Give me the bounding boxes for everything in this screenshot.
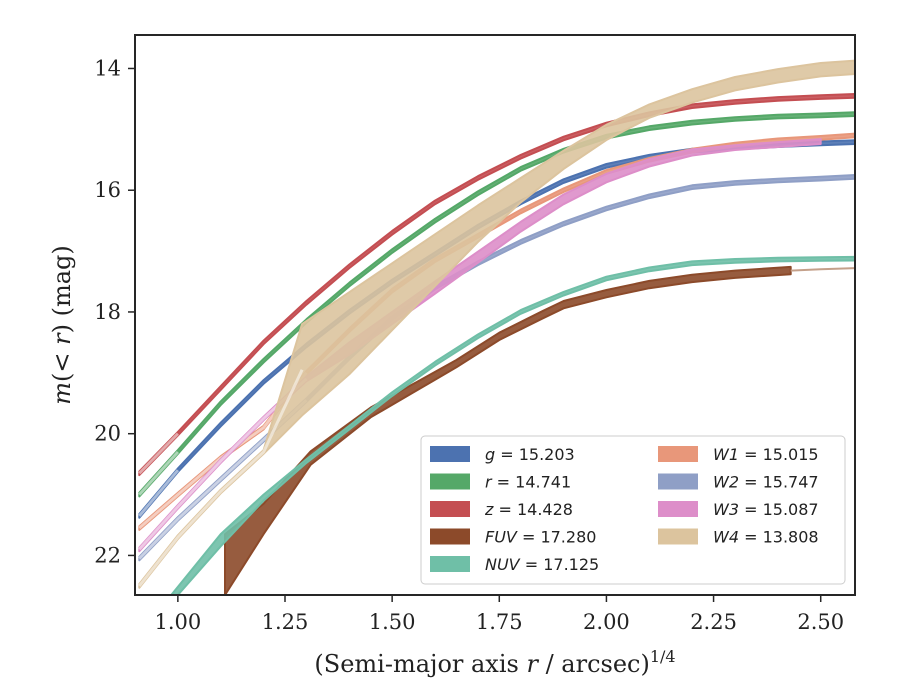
series-layer	[138, 59, 855, 595]
y-tick-label: 20	[94, 422, 121, 446]
legend-item-w1: W1 = 15.015	[658, 445, 819, 464]
legend: g = 15.203 r = 14.741 z = 14.428 FUV = 17.2…	[420, 435, 846, 585]
plot-frame	[134, 34, 856, 596]
legend-item-nuv: NUV = 17.125	[430, 555, 599, 574]
legend-item-w2: W2 = 15.747	[658, 473, 819, 492]
x-tick-label: 2.25	[690, 610, 737, 634]
legend-label: g = 15.203	[485, 445, 575, 464]
series-band-w4	[138, 59, 855, 589]
x-tick-label: 1.25	[262, 610, 309, 634]
y-tick-label: 22	[94, 543, 121, 567]
series-faint-r	[138, 450, 180, 496]
series-faint-g	[138, 469, 180, 517]
legend-swatch	[430, 556, 470, 572]
legend-swatch	[430, 528, 470, 545]
legend-label: z = 14.428	[484, 500, 573, 519]
legend-swatch	[658, 501, 698, 517]
legend-swatch	[430, 446, 470, 462]
series-fuv	[224, 265, 855, 595]
series-faint-z	[138, 432, 179, 475]
x-tick-label: 1.00	[154, 610, 201, 634]
series-nuv	[169, 255, 855, 595]
series-tail-fuv	[790, 267, 855, 272]
x-axis: 1.00 1.25 1.50 1.75 2.00 2.25 2.50	[154, 595, 844, 634]
legend-label: W2 = 15.747	[713, 473, 819, 492]
series-w4	[138, 59, 855, 589]
x-tick-label: 1.75	[476, 610, 523, 634]
legend-box	[420, 435, 846, 585]
y-tick-label: 18	[94, 300, 121, 324]
series-faint-w4	[138, 369, 304, 587]
x-tick-label: 2.00	[583, 610, 630, 634]
legend-label: FUV = 17.280	[485, 528, 596, 547]
series-band-nuv	[169, 255, 855, 595]
legend-swatch	[658, 446, 698, 462]
legend-label: W4 = 13.808	[713, 528, 819, 547]
legend-label: W3 = 15.087	[713, 500, 819, 519]
y-axis: 14 16 18 20 22	[94, 56, 135, 567]
y-tick-label: 14	[94, 56, 121, 80]
legend-label: NUV = 17.125	[485, 555, 599, 574]
legend-item-g: g = 15.203	[430, 445, 575, 464]
legend-swatch	[658, 528, 698, 545]
legend-swatch	[658, 473, 698, 490]
x-axis-title: (Semi-major axis r / arcsec)1/4	[314, 647, 675, 678]
series-band-r	[138, 111, 855, 498]
legend-label: W1 = 15.015	[713, 445, 819, 464]
legend-label: r = 14.741	[485, 473, 571, 492]
legend-item-w4: W4 = 13.808	[658, 528, 819, 547]
x-tick-label: 2.50	[797, 610, 844, 634]
legend-item-r: r = 14.741	[430, 473, 571, 492]
legend-item-z: z = 14.428	[430, 500, 573, 519]
series-band-fuv	[224, 265, 792, 595]
series-r	[138, 111, 855, 498]
legend-item-fuv: FUV = 17.280	[430, 528, 596, 547]
series-band-z	[138, 93, 855, 477]
y-axis-title: m(< r) (mag)	[48, 245, 76, 405]
legend-item-w3: W3 = 15.087	[658, 500, 819, 519]
y-tick-label: 16	[94, 178, 121, 202]
x-tick-label: 1.50	[369, 610, 416, 634]
series-z	[138, 93, 855, 477]
legend-swatch	[430, 473, 470, 490]
legend-swatch	[430, 501, 470, 517]
